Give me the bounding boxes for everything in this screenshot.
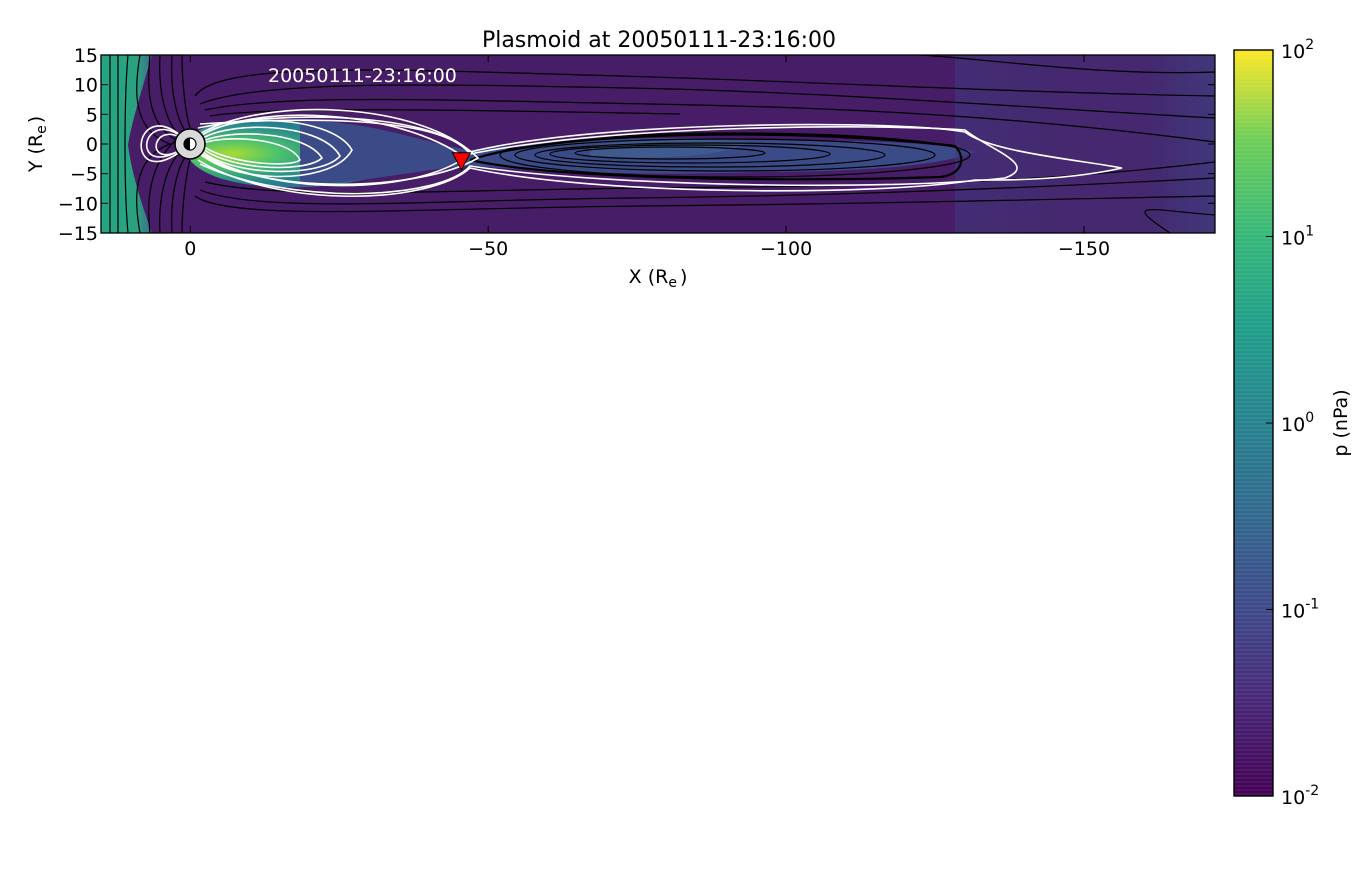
y-tick-label: −15	[58, 223, 98, 245]
x-axis-label-tail: )	[680, 266, 687, 288]
colorbar-label: p (nPa)	[1330, 389, 1352, 456]
closed-field-lines	[140, 108, 1123, 198]
colorbar-bands	[1234, 53, 1273, 795]
y-axis-label: Y (Re)	[25, 116, 50, 173]
earth-icon	[174, 128, 206, 160]
colorbar-tick-base: 10	[1281, 601, 1305, 623]
colorbar-tick-label: 101	[1281, 224, 1314, 250]
colorbar-tick-power: -2	[1305, 783, 1319, 799]
y-tick-label: 15	[74, 45, 98, 67]
colorbar-tick-base: 10	[1281, 228, 1305, 250]
colorbar-tick-power: -1	[1305, 597, 1319, 613]
x-axis-label-main: X (R	[629, 266, 669, 288]
y-tick-label: 0	[86, 134, 98, 156]
y-tick-label: −10	[58, 193, 98, 215]
y-tick-label: −5	[70, 164, 98, 186]
y-axis-label-sub: e	[34, 125, 50, 134]
x-tick-label: −50	[468, 238, 508, 260]
plot-annotation: 20050111-23:16:00	[268, 65, 457, 87]
colorbar-tick-base: 10	[1281, 414, 1305, 436]
far-tail-region	[955, 55, 1215, 233]
colorbar-tick-label: 100	[1281, 410, 1314, 436]
colorbar-tick-power: 1	[1305, 224, 1314, 240]
colorbar-tick-base: 10	[1281, 787, 1305, 809]
colorbar-tick-power: 0	[1305, 410, 1314, 426]
colorbar-tick-label: 10-1	[1281, 597, 1319, 623]
chart-title: Plasmoid at 20050111-23:16:00	[482, 28, 836, 53]
y-axis-label-tail: )	[25, 116, 47, 123]
pressure-heatmap: 20050111-23:16:00	[101, 55, 1215, 233]
spacecraft-marker	[451, 152, 472, 171]
colorbar-tick-base: 10	[1281, 41, 1305, 63]
y-tick-label: 5	[86, 104, 98, 126]
y-tick-label: 10	[74, 75, 98, 97]
x-axis-label-sub: e	[668, 275, 677, 291]
x-tick-label: 0	[184, 238, 196, 260]
y-axis-label-main: Y (R	[25, 134, 47, 173]
colorbar-tick-label: 102	[1281, 37, 1314, 63]
colorbar-tick-power: 2	[1305, 37, 1314, 53]
dayside-region	[101, 55, 152, 233]
x-axis-label: X (Re)	[629, 266, 688, 291]
x-tick-label: −150	[1058, 238, 1110, 260]
colorbar-tick-label: 10-2	[1281, 783, 1319, 809]
x-tick-label: −100	[760, 238, 812, 260]
